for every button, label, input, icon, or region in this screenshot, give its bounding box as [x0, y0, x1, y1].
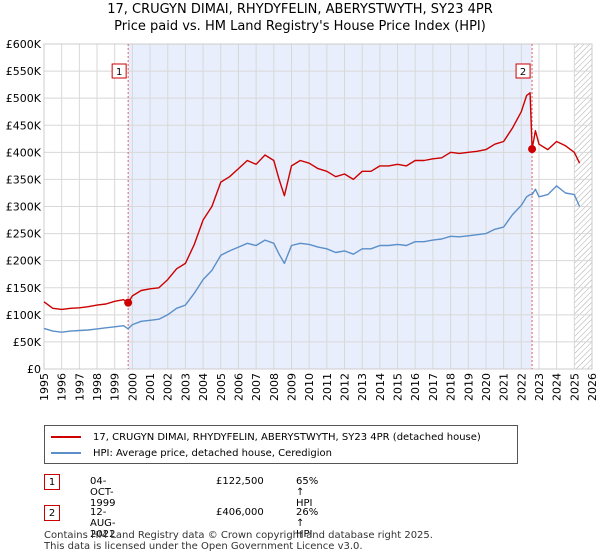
y-tick-label: £400K — [6, 146, 42, 159]
x-tick-label: 2004 — [197, 373, 210, 401]
sale-point-1 — [124, 298, 133, 307]
sale-point-2 — [528, 145, 537, 154]
y-tick-label: £200K — [6, 255, 42, 268]
y-tick-label: £500K — [6, 92, 42, 105]
x-tick-label: 2025 — [568, 373, 581, 401]
x-tick-label: 1996 — [56, 373, 69, 401]
x-tick-label: 2007 — [250, 373, 263, 401]
footer: Contains HM Land Registry data © Crown c… — [44, 530, 433, 552]
x-tick-label: 2024 — [551, 373, 564, 401]
x-tick-label: 2016 — [409, 373, 422, 401]
sale-marker-2: 2 — [44, 505, 60, 521]
sale-date-1: 04-OCT-1999 — [90, 476, 116, 509]
footer-copyright: Contains HM Land Registry data © Crown c… — [44, 530, 433, 541]
x-tick-label: 2006 — [232, 373, 245, 401]
x-tick-label: 2009 — [285, 373, 298, 401]
x-tick-label: 2018 — [445, 373, 458, 401]
x-tick-label: 2003 — [179, 373, 192, 401]
x-tick-label: 2010 — [303, 373, 316, 401]
sale-box-label-2: 2 — [520, 67, 526, 78]
chart-subtitle: Price paid vs. HM Land Registry's House … — [114, 19, 486, 34]
y-tick-label: £550K — [6, 65, 42, 78]
sale-price-2: £406,000 — [216, 507, 264, 518]
legend-line-hpi — [51, 452, 81, 454]
sale-box-1 — [111, 63, 127, 79]
sale-date-2: 12-AUG-2022 — [90, 507, 116, 540]
legend: 17, CRUGYN DIMAI, RHYDYFELIN, ABERYSTWYT… — [44, 425, 518, 464]
x-tick-label: 2017 — [427, 373, 440, 401]
x-tick-label: 2005 — [215, 373, 228, 401]
y-tick-label: £600K — [6, 38, 42, 51]
sale-box-2 — [515, 63, 531, 79]
x-tick-label: 2008 — [268, 373, 281, 401]
x-tick-label: 2014 — [374, 373, 387, 401]
y-tick-label: £0 — [27, 363, 41, 376]
y-tick-label: £250K — [6, 228, 42, 241]
sale-price-1: £122,500 — [216, 476, 264, 487]
x-tick-label: 2000 — [126, 373, 139, 401]
x-tick-label: 2013 — [356, 373, 369, 401]
y-tick-label: £150K — [6, 282, 42, 295]
legend-item-hpi: HPI: Average price, detached house, Cere… — [51, 445, 332, 461]
x-tick-label: 2001 — [144, 373, 157, 401]
x-tick-label: 1997 — [73, 373, 86, 401]
y-tick-label: £350K — [6, 173, 42, 186]
x-tick-label: 1999 — [109, 373, 122, 401]
sale-marker-1: 1 — [44, 474, 60, 490]
x-tick-label: 2020 — [480, 373, 493, 401]
legend-label-hpi: HPI: Average price, detached house, Cere… — [93, 447, 332, 459]
series-line-hpi — [43, 185, 581, 333]
legend-label-property: 17, CRUGYN DIMAI, RHYDYFELIN, ABERYSTWYT… — [93, 431, 481, 443]
plot-border — [43, 43, 593, 370]
y-tick-label: £100K — [6, 309, 42, 322]
x-tick-label: 2002 — [162, 373, 175, 401]
x-tick-label: 2022 — [515, 373, 528, 401]
x-tick-label: 2021 — [498, 373, 511, 401]
x-tick-label: 2015 — [392, 373, 405, 401]
x-tick-label: 1998 — [91, 373, 104, 401]
y-tick-label: £450K — [6, 119, 42, 132]
x-tick-label: 2026 — [586, 373, 599, 401]
x-tick-label: 1995 — [38, 373, 51, 401]
price-chart: £0 £50K £100K £150K £200K £250K £300K £350K £400… — [6, 38, 599, 401]
sale-hpi-2: 26% ↑ HPI — [296, 507, 319, 540]
legend-line-property — [51, 436, 81, 438]
x-tick-label: 2023 — [533, 373, 546, 401]
y-tick-label: £300K — [6, 201, 42, 214]
sale-box-label-1: 1 — [116, 67, 122, 78]
x-tick-label: 2019 — [462, 373, 475, 401]
chart-title: 17, CRUGYN DIMAI, RHYDYFELIN, ABERYSTWYT… — [107, 2, 493, 17]
series-line-property — [43, 92, 581, 311]
sale-hpi-1: 65% ↑ HPI — [296, 476, 319, 509]
x-tick-label: 2011 — [321, 373, 334, 401]
x-tick-label: 2012 — [339, 373, 352, 401]
y-tick-label: £50K — [13, 336, 42, 349]
legend-item-property: 17, CRUGYN DIMAI, RHYDYFELIN, ABERYSTWYT… — [51, 429, 481, 445]
footer-license: This data is licensed under the Open Gov… — [44, 541, 363, 552]
